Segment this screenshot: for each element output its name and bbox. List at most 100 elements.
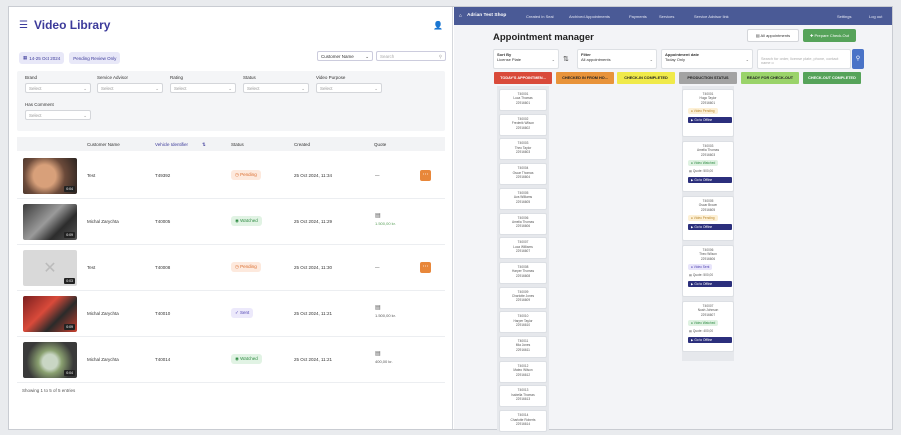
service-advisor-select[interactable]: Select ⌄ (97, 83, 163, 93)
appointment-card[interactable]: T40009 Charlotte Jones 22916609 (499, 286, 547, 309)
go-to-offline-button[interactable]: ▶ Go to Offline (688, 224, 732, 230)
settings-menu[interactable]: Settings (837, 14, 852, 19)
top-navbar: ⌂ Adrian Test Shop Created in Seal Archi… (454, 7, 892, 25)
kanban-column-header[interactable]: TODAY'S APPOINTMEN... (494, 72, 552, 84)
rating-filter: Rating Select ⌄ (170, 75, 236, 93)
created-date: 25 Oct 2024, 11:29 (294, 219, 332, 224)
row-action-button[interactable]: ⋯ (420, 170, 431, 181)
placeholder-x-icon: ✕ (43, 260, 57, 277)
col-status[interactable]: Status (231, 142, 244, 147)
search-button[interactable]: ⚲ (852, 49, 864, 69)
kanban-column-header[interactable]: PRODUCTION STATUS (679, 72, 737, 84)
go-to-offline-button[interactable]: ▶ Go to Offline (688, 117, 732, 123)
col-customer-name[interactable]: Customer Name (87, 142, 120, 147)
go-to-offline-button[interactable]: ▶ Go to Offline (688, 177, 732, 183)
shop-name[interactable]: Adrian Test Shop (467, 13, 507, 18)
kanban-column-header[interactable]: CHECKED IN FROM HO... (556, 72, 614, 84)
table-row[interactable]: 0:04 Michal Zarychta T40014 ◉ Watched 25 Oct… (17, 337, 445, 383)
video-thumbnail[interactable]: 0:09 (23, 204, 77, 240)
video-purpose-select[interactable]: Select ⌄ (316, 83, 382, 93)
home-icon[interactable]: ⌂ (459, 14, 462, 19)
col-vehicle-identifier[interactable]: Vehicle Identifier (155, 142, 189, 147)
card-plate: T40006 (702, 248, 714, 252)
table-row[interactable]: ✕ 0:03 Test T40008 ◷ Pending 25 Oct 2024, 11:… (17, 245, 445, 291)
appointment-date-select[interactable]: Appointment date Today Only ⌄ (661, 49, 753, 69)
video-status-badge: ● Video Sent (688, 264, 713, 270)
appointment-card[interactable]: T40001 Luca Thomas 22916601 (499, 89, 547, 111)
sort-direction-icon[interactable]: ⇅ (563, 56, 569, 63)
menu-icon[interactable]: ☰ (19, 19, 28, 31)
nav-created[interactable]: Created in Seal (526, 14, 554, 19)
appointment-card[interactable]: T40004 Oscar Thomas 22916604 (499, 163, 547, 186)
nav-payments[interactable]: Payments (629, 14, 647, 19)
production-card[interactable]: T40001 Hugo Taylor 22916601 ● Video Pending… (682, 89, 734, 137)
appointment-card[interactable]: T40010 Harper Taylor 22916610 (499, 311, 547, 334)
col-quote[interactable]: Quote (374, 142, 387, 147)
rating-select[interactable]: Select ⌄ (170, 83, 236, 93)
video-thumbnail[interactable]: 0:09 (23, 296, 77, 332)
screenshot-frame: ☰ Video Library 👤 ▦ 14-25 Oct 2024 Pendi… (8, 6, 893, 433)
status-select[interactable]: Select ⌄ (243, 83, 309, 93)
chevron-down-icon: ⌄ (365, 54, 369, 59)
production-card[interactable]: T40006 Theo Wilson 22916606 ● Video Sent ▤ Q… (682, 245, 734, 297)
sort-select[interactable]: Customer Name ⌄ (317, 51, 373, 61)
has-comment-select[interactable]: Select ⌄ (25, 110, 91, 120)
production-card[interactable]: T40007 Noah Johnson 22916607 ● Video Watche… (682, 301, 734, 352)
kanban-column-header[interactable]: CHECK-OUT COMPLETED (803, 72, 861, 84)
col-created[interactable]: Created (294, 142, 311, 147)
kanban-column-header[interactable]: READY FOR CHECK-OUT (741, 72, 799, 84)
nav-service-advisor[interactable]: Service Advisor link (694, 14, 729, 19)
card-customer: Charlotte Jones (511, 294, 535, 298)
quote-icon[interactable]: ▤ (375, 305, 381, 311)
appointment-card[interactable]: T40014 Charlotte Roberts 22916614 (499, 410, 547, 433)
production-card[interactable]: T40005 Oscar Brown 22916605 ● Video Pending… (682, 196, 734, 241)
card-plate: T40009 (517, 289, 529, 294)
table-row[interactable]: 0:04 Test T49392 ◷ Pending 25 Oct 2024, 11:3… (17, 153, 445, 199)
appointment-card[interactable]: T40011 Mia Jones 22916611 (499, 336, 547, 358)
appointment-search-input[interactable]: Search for order, license plate, phone, … (757, 49, 851, 69)
date-range-chip[interactable]: ▦ 14-25 Oct 2024 (19, 52, 65, 64)
appointment-card[interactable]: T40003 Theo Taylor 22916603 (499, 138, 547, 161)
all-appointments-button[interactable]: ▤ All appointments (747, 29, 799, 42)
kanban-column-header[interactable]: CHECK-IN COMPLETED (617, 72, 675, 84)
go-to-offline-button[interactable]: ▶ Go to Offline (688, 281, 732, 287)
appointment-card[interactable]: T40002 Frederik Wilson 22916602 (499, 113, 547, 136)
go-to-offline-button[interactable]: ▶ Go to Offline (688, 337, 732, 343)
appointment-card[interactable]: T40005 Ava Williams 22916605 (499, 187, 547, 210)
card-phone: 22916603 (515, 150, 531, 155)
chevron-down-icon: ⌄ (228, 86, 232, 91)
video-thumbnail[interactable]: 0:04 (23, 342, 77, 378)
card-customer: Amelia Thomas (511, 219, 535, 224)
video-thumbnail[interactable]: 0:04 (23, 158, 77, 194)
appointment-card[interactable]: T40008 Harper Thomas 22916608 (499, 261, 547, 284)
production-card[interactable]: T40003 Amelia Thomas 22916603 ● Video Watch… (682, 141, 734, 192)
card-plate: T40001 (702, 92, 714, 96)
user-icon[interactable]: 👤 (433, 21, 443, 30)
prepare-checkout-button[interactable]: ✚ Prepare Check-Out (803, 29, 856, 42)
filter-select[interactable]: Filter All appointments ⌄ (577, 49, 657, 69)
table-row[interactable]: 0:09 Michal Zarychta T40010 ✓ Sent 25 Oct 20… (17, 291, 445, 337)
table-row[interactable]: 0:09 Michal Zarychta T40005 ◉ Watched 25 Oct… (17, 199, 445, 245)
card-phone: 22916605 (700, 207, 716, 212)
customer-name: Michal Zarychta (87, 219, 119, 224)
card-phone: 22916605 (515, 199, 531, 204)
quote-icon[interactable]: ▤ (375, 351, 381, 357)
sort-icon[interactable]: ⇅ (202, 142, 206, 147)
card-phone: 22916604 (515, 174, 531, 179)
pending-review-chip[interactable]: Pending Review Only (69, 52, 121, 64)
appointment-card[interactable]: T40012 Mateo Wilson 22916612 (499, 360, 547, 383)
appointment-card[interactable]: T40006 Amelia Thomas 22916606 (499, 212, 547, 235)
logout-link[interactable]: Log out (869, 14, 883, 19)
chevron-down-icon: ⌄ (155, 86, 159, 91)
appointment-card[interactable]: T40007 Luca Williams 22916607 (499, 237, 547, 260)
nav-services[interactable]: Services (659, 14, 675, 19)
video-duration: 0:03 (64, 278, 75, 284)
brand-select[interactable]: Select ⌄ (25, 83, 91, 93)
sort-by-select[interactable]: Sort By License Plate ⌄ (493, 49, 559, 69)
video-thumbnail[interactable]: ✕ 0:03 (23, 250, 77, 286)
nav-archived[interactable]: Archived Appointments (569, 14, 610, 19)
quote-icon[interactable]: ▤ (375, 213, 381, 219)
search-input[interactable]: Search ⚲ (376, 51, 446, 61)
appointment-card[interactable]: T40013 Isabella Thomas 22916613 (499, 385, 547, 408)
row-action-button[interactable]: ⋯ (420, 262, 431, 273)
